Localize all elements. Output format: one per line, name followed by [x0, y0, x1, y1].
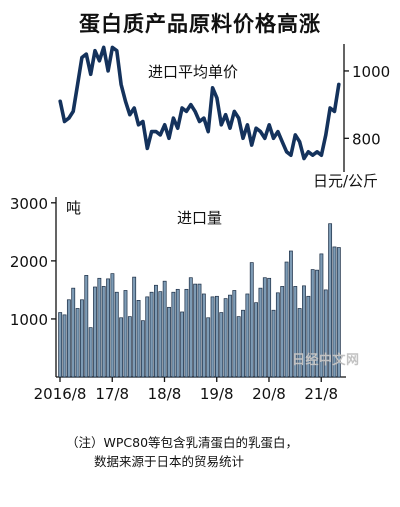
- volume-series-label: 进口量: [177, 209, 222, 227]
- volume-bar: [332, 246, 337, 378]
- volume-bar: [315, 269, 319, 378]
- volume-bar: [97, 277, 102, 378]
- volume-bar: [284, 261, 289, 378]
- volume-bar: [215, 295, 219, 378]
- volume-bar: [323, 289, 328, 378]
- chart-title: 蛋白质产品原料价格高涨: [79, 12, 321, 36]
- volume-bar: [106, 278, 110, 378]
- volume-bar: [254, 302, 259, 378]
- volume-bar: [136, 300, 141, 378]
- x-tick-label: 2016/8: [34, 385, 87, 403]
- volume-bar: [66, 299, 71, 378]
- volume-bar: [188, 277, 193, 378]
- volume-bar: [93, 286, 97, 378]
- volume-y-tick-label: 3000: [10, 195, 48, 213]
- volume-bar: [293, 286, 298, 378]
- chart-canvas: 800 1000 进口平均单价 日元/公斤 1000 2000 3000 吨 进口量 …: [10, 44, 390, 403]
- volume-bar: [71, 287, 76, 378]
- volume-bar: [180, 311, 185, 378]
- volume-bar: [158, 291, 163, 378]
- volume-bar: [232, 290, 237, 378]
- volume-bar: [223, 298, 228, 378]
- volume-bar: [127, 316, 132, 378]
- volume-bar: [297, 308, 302, 378]
- footnote-line-2: 数据来源于日本的贸易统计: [94, 454, 245, 469]
- volume-bar: [267, 277, 272, 378]
- volume-bar: [210, 296, 215, 378]
- volume-bar: [162, 280, 167, 378]
- volume-bar: [245, 293, 250, 378]
- price-series-label: 进口平均单价: [148, 63, 238, 81]
- price-y-tick-label: 800: [352, 130, 381, 148]
- volume-bar: [119, 317, 124, 378]
- volume-bar: [154, 284, 158, 378]
- x-tick-label: 19/8: [200, 385, 234, 403]
- volume-bar: [167, 306, 171, 378]
- volume-bar: [275, 292, 280, 378]
- volume-bar: [145, 296, 150, 378]
- price-series-line: [58, 45, 341, 161]
- volume-bar: [149, 291, 154, 378]
- volume-unit-label: 吨: [66, 199, 81, 217]
- x-tick-label: 20/8: [252, 385, 286, 403]
- volume-bar: [241, 309, 245, 378]
- volume-bar: [197, 283, 202, 378]
- volume-bar: [206, 317, 211, 378]
- volume-bar: [271, 309, 276, 378]
- volume-bar: [175, 288, 180, 378]
- volume-bar: [184, 288, 189, 378]
- volume-bar: [193, 283, 198, 378]
- footnote: （注）WPC80等包含乳清蛋白的乳蛋白， 数据来源于日本的贸易统计: [0, 433, 400, 471]
- price-unit-label: 日元/公斤: [313, 172, 378, 190]
- volume-bar: [114, 291, 119, 378]
- volume-bar: [101, 286, 106, 378]
- watermark-logo: 日经中文网: [292, 353, 360, 368]
- volume-y-tick-label: 1000: [10, 311, 48, 329]
- volume-bar: [75, 308, 80, 378]
- volume-bar: [58, 312, 63, 378]
- volume-bar: [249, 262, 254, 378]
- volume-bar: [84, 275, 89, 378]
- x-tick-label: 17/8: [95, 385, 129, 403]
- volume-bar: [171, 291, 176, 378]
- x-tick-label: 21/8: [304, 385, 338, 403]
- volume-bar: [201, 293, 206, 378]
- volume-bar: [310, 269, 315, 378]
- volume-bar-chart: 1000 2000 3000 吨 进口量 2016/8 17/8 18/8 19/8 20/…: [10, 195, 346, 403]
- volume-bar: [289, 250, 293, 378]
- volume-bar: [62, 314, 67, 378]
- volume-bar: [219, 312, 224, 378]
- volume-bar: [328, 223, 333, 378]
- volume-bar: [228, 294, 232, 378]
- volume-y-tick-label: 2000: [10, 253, 48, 271]
- volume-bar: [123, 290, 128, 378]
- volume-bar: [80, 299, 84, 378]
- volume-bar: [140, 320, 145, 378]
- volume-bar: [132, 276, 137, 378]
- x-tick-label: 18/8: [148, 385, 182, 403]
- volume-bar: [110, 273, 115, 378]
- volume-bar: [236, 316, 241, 378]
- volume-bar: [306, 295, 311, 378]
- volume-bar: [258, 287, 263, 378]
- price-line-chart: 800 1000 进口平均单价 日元/公斤: [58, 44, 390, 190]
- volume-bar: [262, 277, 267, 378]
- footnote-line-1: （注）WPC80等包含乳清蛋白的乳蛋白，: [66, 435, 299, 450]
- volume-bar: [336, 247, 341, 378]
- volume-bar: [302, 285, 306, 378]
- volume-bar: [280, 286, 285, 378]
- price-y-tick-label: 1000: [352, 63, 390, 81]
- volume-bar: [88, 327, 93, 378]
